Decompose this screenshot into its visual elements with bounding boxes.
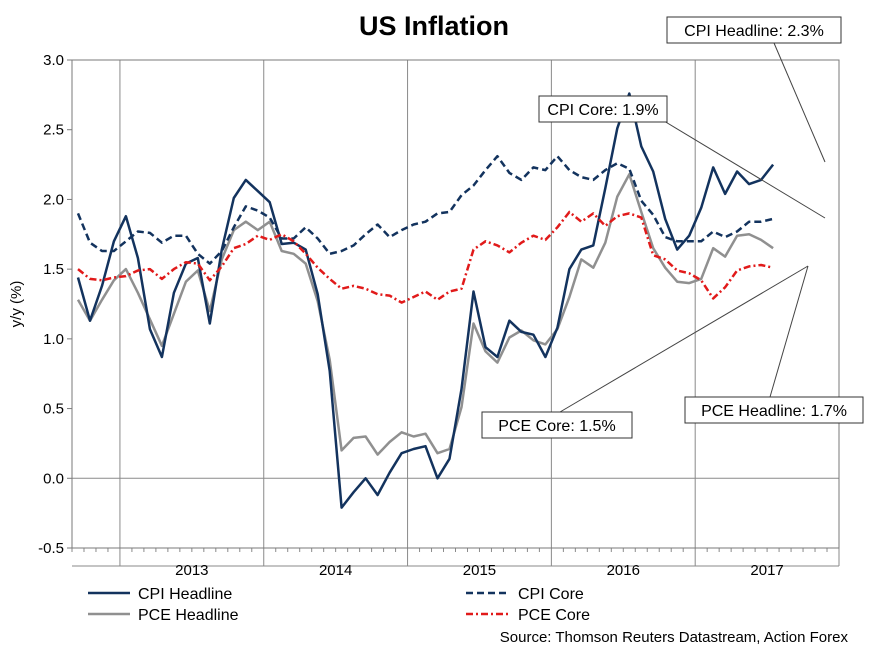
series-line-cpi-core bbox=[76, 154, 774, 265]
callouts: CPI Headline: 2.3% CPI Core: 1.9% PCE Co… bbox=[481, 16, 864, 439]
series-line-cpi-headline bbox=[76, 92, 775, 509]
legend-entry-pce-core: PCE Core bbox=[466, 607, 590, 624]
legend-entry-pce-headline: PCE Headline bbox=[88, 607, 239, 624]
callout-text-pce-headline: PCE Headline: 1.7% bbox=[701, 403, 847, 420]
x-tick-label: 2017 bbox=[750, 562, 783, 579]
x-tick-label: 2014 bbox=[319, 562, 352, 579]
callout-box-cpi-headline bbox=[666, 16, 842, 44]
y-tick-label: 1.0 bbox=[43, 331, 64, 348]
y-tick-label: 2.5 bbox=[43, 122, 64, 139]
legend-label-cpi-core: CPI Core bbox=[518, 586, 584, 603]
y-axis-ticks: -0.5 0.0 0.5 1.0 1.5 2.0 2.5 3.0 bbox=[38, 52, 72, 557]
callout-cpi-headline: CPI Headline: 2.3% bbox=[666, 16, 842, 163]
legend-label-pce-core: PCE Core bbox=[518, 607, 590, 624]
y-tick-label: 0.0 bbox=[43, 470, 64, 487]
legend-label-pce-headline: PCE Headline bbox=[138, 607, 239, 624]
series-line-pce-headline bbox=[76, 173, 774, 456]
x-tick-label: 2015 bbox=[463, 562, 496, 579]
leader-cpi-headline bbox=[773, 42, 826, 163]
legend-entry-cpi-core: CPI Core bbox=[466, 586, 584, 603]
plot-frame bbox=[71, 59, 840, 549]
callout-box-pce-headline bbox=[684, 396, 864, 424]
callout-pce-headline: PCE Headline: 1.7% bbox=[684, 265, 864, 424]
y-tick-label: 1.5 bbox=[43, 261, 64, 278]
x-axis: 2013 2014 2015 2016 2017 bbox=[71, 60, 840, 579]
legend-entry-cpi-headline: CPI Headline bbox=[88, 586, 232, 603]
y-tick-label: -0.5 bbox=[38, 540, 64, 557]
legend: CPI Headline PCE Headline CPI Core PCE C… bbox=[88, 586, 590, 624]
leader-cpi-core bbox=[663, 120, 826, 219]
series-line-pce-core bbox=[77, 210, 774, 304]
leader-pce-core bbox=[559, 265, 809, 413]
callout-pce-core: PCE Core: 1.5% bbox=[481, 265, 809, 439]
y-axis-label: y/y (%) bbox=[8, 281, 25, 328]
y-tick-label: 3.0 bbox=[43, 52, 64, 69]
x-tick-label: 2013 bbox=[175, 562, 208, 579]
callout-cpi-core: CPI Core: 1.9% bbox=[538, 95, 826, 219]
source-note: Source: Thomson Reuters Datastream, Acti… bbox=[500, 629, 849, 646]
callout-box-cpi-core bbox=[538, 95, 668, 123]
y-tick-label: 2.0 bbox=[43, 191, 64, 208]
leader-pce-headline bbox=[769, 265, 809, 398]
x-tick-label: 2016 bbox=[607, 562, 640, 579]
legend-label-cpi-headline: CPI Headline bbox=[138, 586, 232, 603]
y-tick-label: 0.5 bbox=[43, 401, 64, 418]
callout-text-cpi-headline: CPI Headline: 2.3% bbox=[684, 23, 824, 40]
chart-title: US Inflation bbox=[359, 11, 509, 41]
callout-text-cpi-core: CPI Core: 1.9% bbox=[547, 102, 658, 119]
series-lines bbox=[76, 92, 775, 509]
callout-box-pce-core bbox=[481, 411, 633, 439]
callout-text-pce-core: PCE Core: 1.5% bbox=[498, 418, 615, 435]
